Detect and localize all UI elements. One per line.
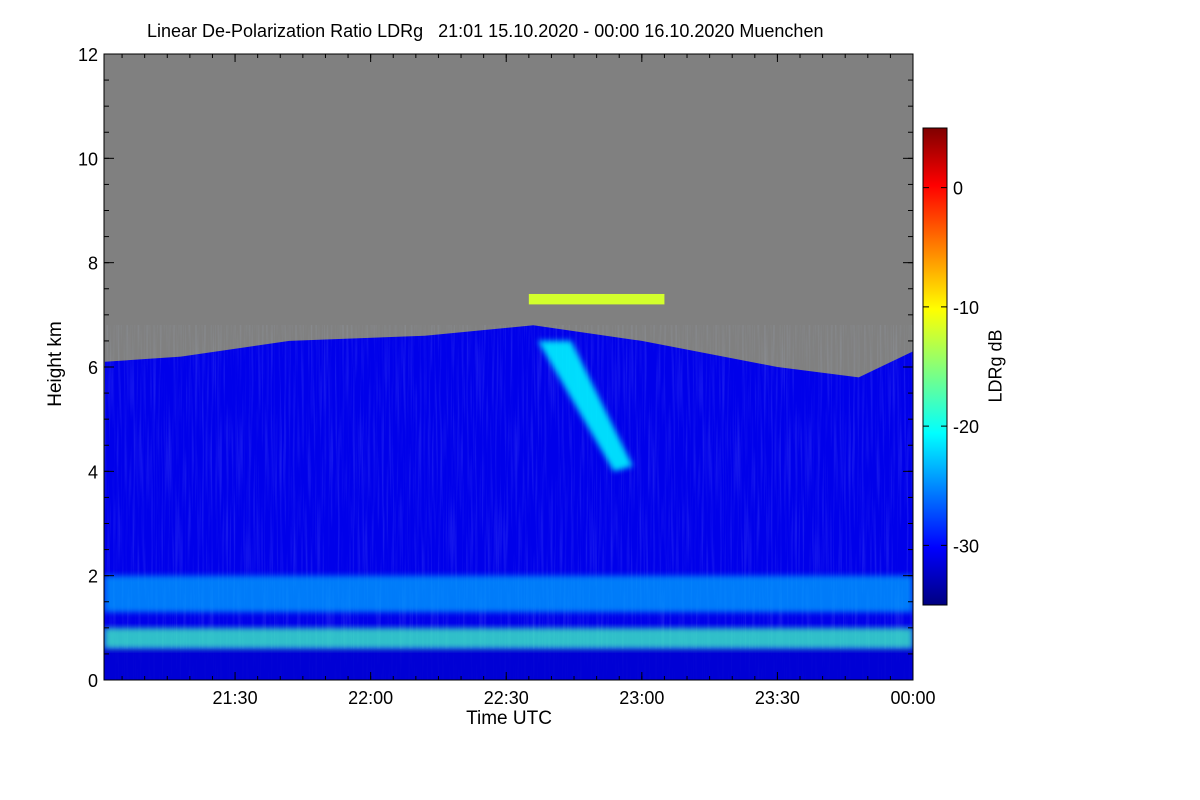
colorbar-tick-label: -10 <box>953 298 979 318</box>
y-tick-label: 10 <box>78 149 98 169</box>
layer-1 <box>104 575 913 613</box>
x-tick-label: 23:00 <box>619 688 664 708</box>
y-tick-label: 2 <box>88 567 98 587</box>
x-tick-label: 22:30 <box>484 688 529 708</box>
layer-3 <box>528 293 665 305</box>
colorbar-tick-label: 0 <box>953 179 963 199</box>
layer-2 <box>537 340 633 472</box>
x-tick-label: 23:30 <box>755 688 800 708</box>
x-tick-label: 21:30 <box>213 688 258 708</box>
x-axis: 21:30 22:00 22:30 23:00 23:30 00:00 <box>121 54 936 708</box>
x-tick-label: 22:00 <box>348 688 393 708</box>
x-axis-title: Time UTC <box>466 708 552 729</box>
near-ground-band <box>104 648 913 680</box>
colorbar-tick-label: -30 <box>953 536 979 556</box>
y-tick-label: 6 <box>88 358 98 378</box>
y-tick-label: 12 <box>78 45 98 65</box>
ldr-field <box>104 54 913 680</box>
y-tick-label: 0 <box>88 671 98 691</box>
colorbar-scale <box>922 127 948 606</box>
y-tick-label: 4 <box>88 462 98 482</box>
y-axis: 0 2 4 6 8 10 12 <box>78 45 913 691</box>
y-tick-label: 8 <box>88 254 98 274</box>
layer-0 <box>104 627 913 649</box>
colorbar-tick-label: -20 <box>953 417 979 437</box>
plot-area <box>103 53 914 681</box>
colorbar: 0 -10 -20 -30 <box>922 127 979 606</box>
chart-title: Linear De-Polarization Ratio LDRg 21:01 … <box>147 21 824 41</box>
x-tick-label: 00:00 <box>890 688 935 708</box>
cloud-texture <box>104 325 913 680</box>
